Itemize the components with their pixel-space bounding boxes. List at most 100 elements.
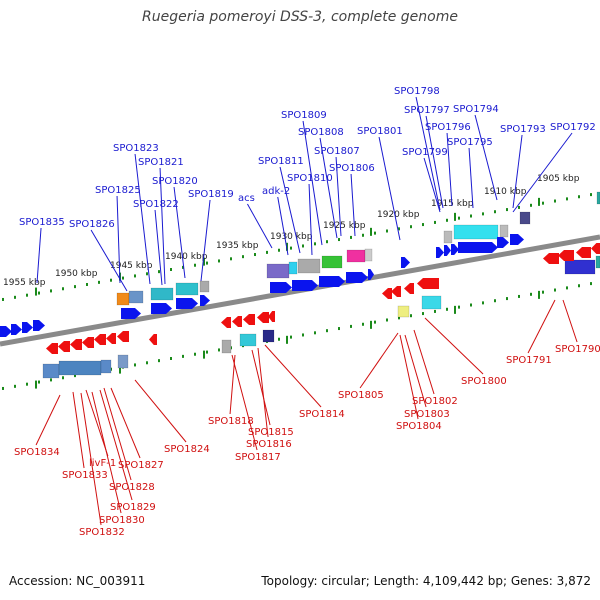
label-leader-line bbox=[468, 147, 474, 209]
plus-strand-gene-arrow bbox=[497, 237, 509, 248]
gene-box bbox=[288, 261, 298, 275]
plus-strand-gene-arrow bbox=[200, 295, 210, 306]
minus-strand-gene-label: SPO1818 bbox=[208, 416, 254, 427]
minus-strand-gene-label: SPO1817 bbox=[235, 452, 281, 463]
gene-arrows bbox=[0, 234, 600, 354]
gene-box bbox=[346, 249, 366, 263]
plus-strand-gene-label: SPO1794 bbox=[453, 104, 499, 115]
label-leader-line bbox=[415, 96, 441, 211]
label-leader-line bbox=[378, 136, 401, 241]
kbp-label: 1955 kbp bbox=[3, 278, 46, 288]
plus-strand-gene-label: SPO1821 bbox=[138, 157, 184, 168]
plus-strand-gene-arrow bbox=[121, 308, 141, 319]
minus-strand-gene-arrow bbox=[58, 341, 70, 352]
minus-strand-gene-arrow bbox=[221, 317, 231, 328]
minus-strand-gene-label: SPO1802 bbox=[412, 396, 458, 407]
gene-box bbox=[42, 363, 60, 379]
plus-strand-gene-label: SPO1792 bbox=[550, 122, 596, 133]
minus-strand-gene-label: SPO1803 bbox=[404, 409, 450, 420]
minus-strand-gene-label: SPO1832 bbox=[79, 527, 125, 538]
gene-box bbox=[443, 230, 453, 244]
minus-strand-gene-arrow bbox=[576, 247, 591, 258]
label-leaders bbox=[35, 96, 578, 526]
gene-box bbox=[421, 295, 442, 310]
gene-box bbox=[100, 359, 112, 374]
minus-strand-gene-arrow bbox=[243, 314, 255, 325]
plus-strand-gene-label: SPO1793 bbox=[500, 124, 546, 135]
minus-strand-gene-arrow bbox=[382, 288, 392, 299]
label-leader-line bbox=[110, 387, 141, 459]
plus-strand-gene-arrow bbox=[510, 234, 524, 245]
label-leader-line bbox=[159, 167, 166, 285]
minus-strand-gene-label: SPO1814 bbox=[299, 409, 345, 420]
label-leader-line bbox=[562, 299, 578, 343]
minus-strand-gene-arrow bbox=[404, 283, 414, 294]
label-leader-line bbox=[512, 132, 573, 213]
label-leader-line bbox=[154, 209, 163, 286]
minus-strand-gene-arrow bbox=[391, 286, 401, 297]
label-leader-line bbox=[474, 114, 498, 201]
plus-strand-gene-label: SPO1799 bbox=[402, 147, 448, 158]
plus-strand-gene-label: SPO1796 bbox=[425, 122, 471, 133]
gene-labels: SPO1798 SPO1797 SPO1794 SPO1809 SPO1796 SPO18… bbox=[14, 86, 600, 538]
minus-strand-gene-arrow bbox=[117, 331, 129, 342]
gene-box bbox=[596, 191, 600, 205]
gene-box bbox=[364, 248, 373, 262]
accession-text: Accession: NC_003911 bbox=[9, 574, 146, 588]
plus-strand-gene-arrow bbox=[401, 257, 410, 268]
topology-text: Topology: circular; Length: 4,109,442 bp… bbox=[261, 574, 591, 588]
kbp-label: 1930 kbp bbox=[270, 232, 313, 242]
label-leader-line bbox=[72, 391, 85, 469]
label-leader-line bbox=[90, 229, 128, 292]
minus-strand-gene-arrow bbox=[232, 316, 242, 327]
minus-strand-gene-arrow bbox=[543, 253, 559, 264]
label-leader-line bbox=[103, 387, 132, 481]
plus-strand-gene-label: SPO1819 bbox=[188, 189, 234, 200]
label-leader-line bbox=[308, 183, 313, 256]
gene-box bbox=[595, 255, 600, 269]
minus-strand-gene-arrow bbox=[417, 278, 439, 289]
gene-box bbox=[116, 292, 130, 306]
gene-box bbox=[519, 211, 531, 225]
label-leader-line bbox=[35, 394, 61, 446]
plus-strand-gene-arrow bbox=[0, 326, 12, 337]
label-leader-line bbox=[231, 354, 258, 451]
label-leader-line bbox=[36, 227, 42, 284]
label-leader-line bbox=[264, 344, 322, 408]
label-leader-line bbox=[173, 186, 186, 279]
plus-strand-gene-arrow bbox=[33, 320, 45, 331]
minus-strand-gene-arrow bbox=[558, 250, 574, 261]
label-leader-line bbox=[319, 137, 338, 239]
label-leader-line bbox=[134, 153, 151, 285]
gene-box bbox=[321, 255, 343, 269]
minus-strand-gene-label: SPO1824 bbox=[164, 444, 210, 455]
plus-strand-gene-label: SPO1798 bbox=[394, 86, 440, 97]
plus-strand-gene-arrow bbox=[22, 322, 33, 333]
plus-strand-gene-arrow bbox=[346, 272, 368, 283]
label-leader-line bbox=[91, 391, 122, 514]
plus-strand-gene-arrow bbox=[368, 269, 374, 280]
label-leader-line bbox=[335, 156, 342, 237]
label-leader-line bbox=[413, 329, 435, 395]
minus-strand-gene-arrow bbox=[257, 312, 269, 323]
label-leader-line bbox=[527, 299, 556, 354]
plus-strand-gene-label: SPO1810 bbox=[287, 173, 333, 184]
minus-strand-gene-label: SPO1804 bbox=[396, 421, 442, 432]
plus-strand-gene-label: SPO1809 bbox=[281, 110, 327, 121]
plus-strand-gene-label: SPO1835 bbox=[19, 217, 65, 228]
label-leader-line bbox=[80, 392, 102, 526]
minus-strand-gene-label: SPO1829 bbox=[110, 502, 156, 513]
minus-strand-gene-label: SPO1827 bbox=[118, 460, 164, 471]
plus-strand-gene-arrow bbox=[292, 280, 318, 291]
minus-strand-gene-arrow bbox=[46, 343, 58, 354]
plus-strand-gene-arrow bbox=[444, 245, 451, 256]
label-leader-line bbox=[404, 334, 427, 408]
plus-strand-gene-label: SPO1826 bbox=[69, 219, 115, 230]
plus-strand-gene-label: SPO1806 bbox=[329, 163, 375, 174]
label-leader-line bbox=[257, 347, 269, 438]
minus-strand-gene-label: SPO1816 bbox=[246, 439, 292, 450]
kbp-label: 1935 kbp bbox=[216, 241, 259, 251]
kbp-label: 1905 kbp bbox=[537, 174, 580, 184]
plus-strand-gene-arrow bbox=[176, 298, 198, 309]
plus-strand-gene-label: SPO1823 bbox=[113, 143, 159, 154]
